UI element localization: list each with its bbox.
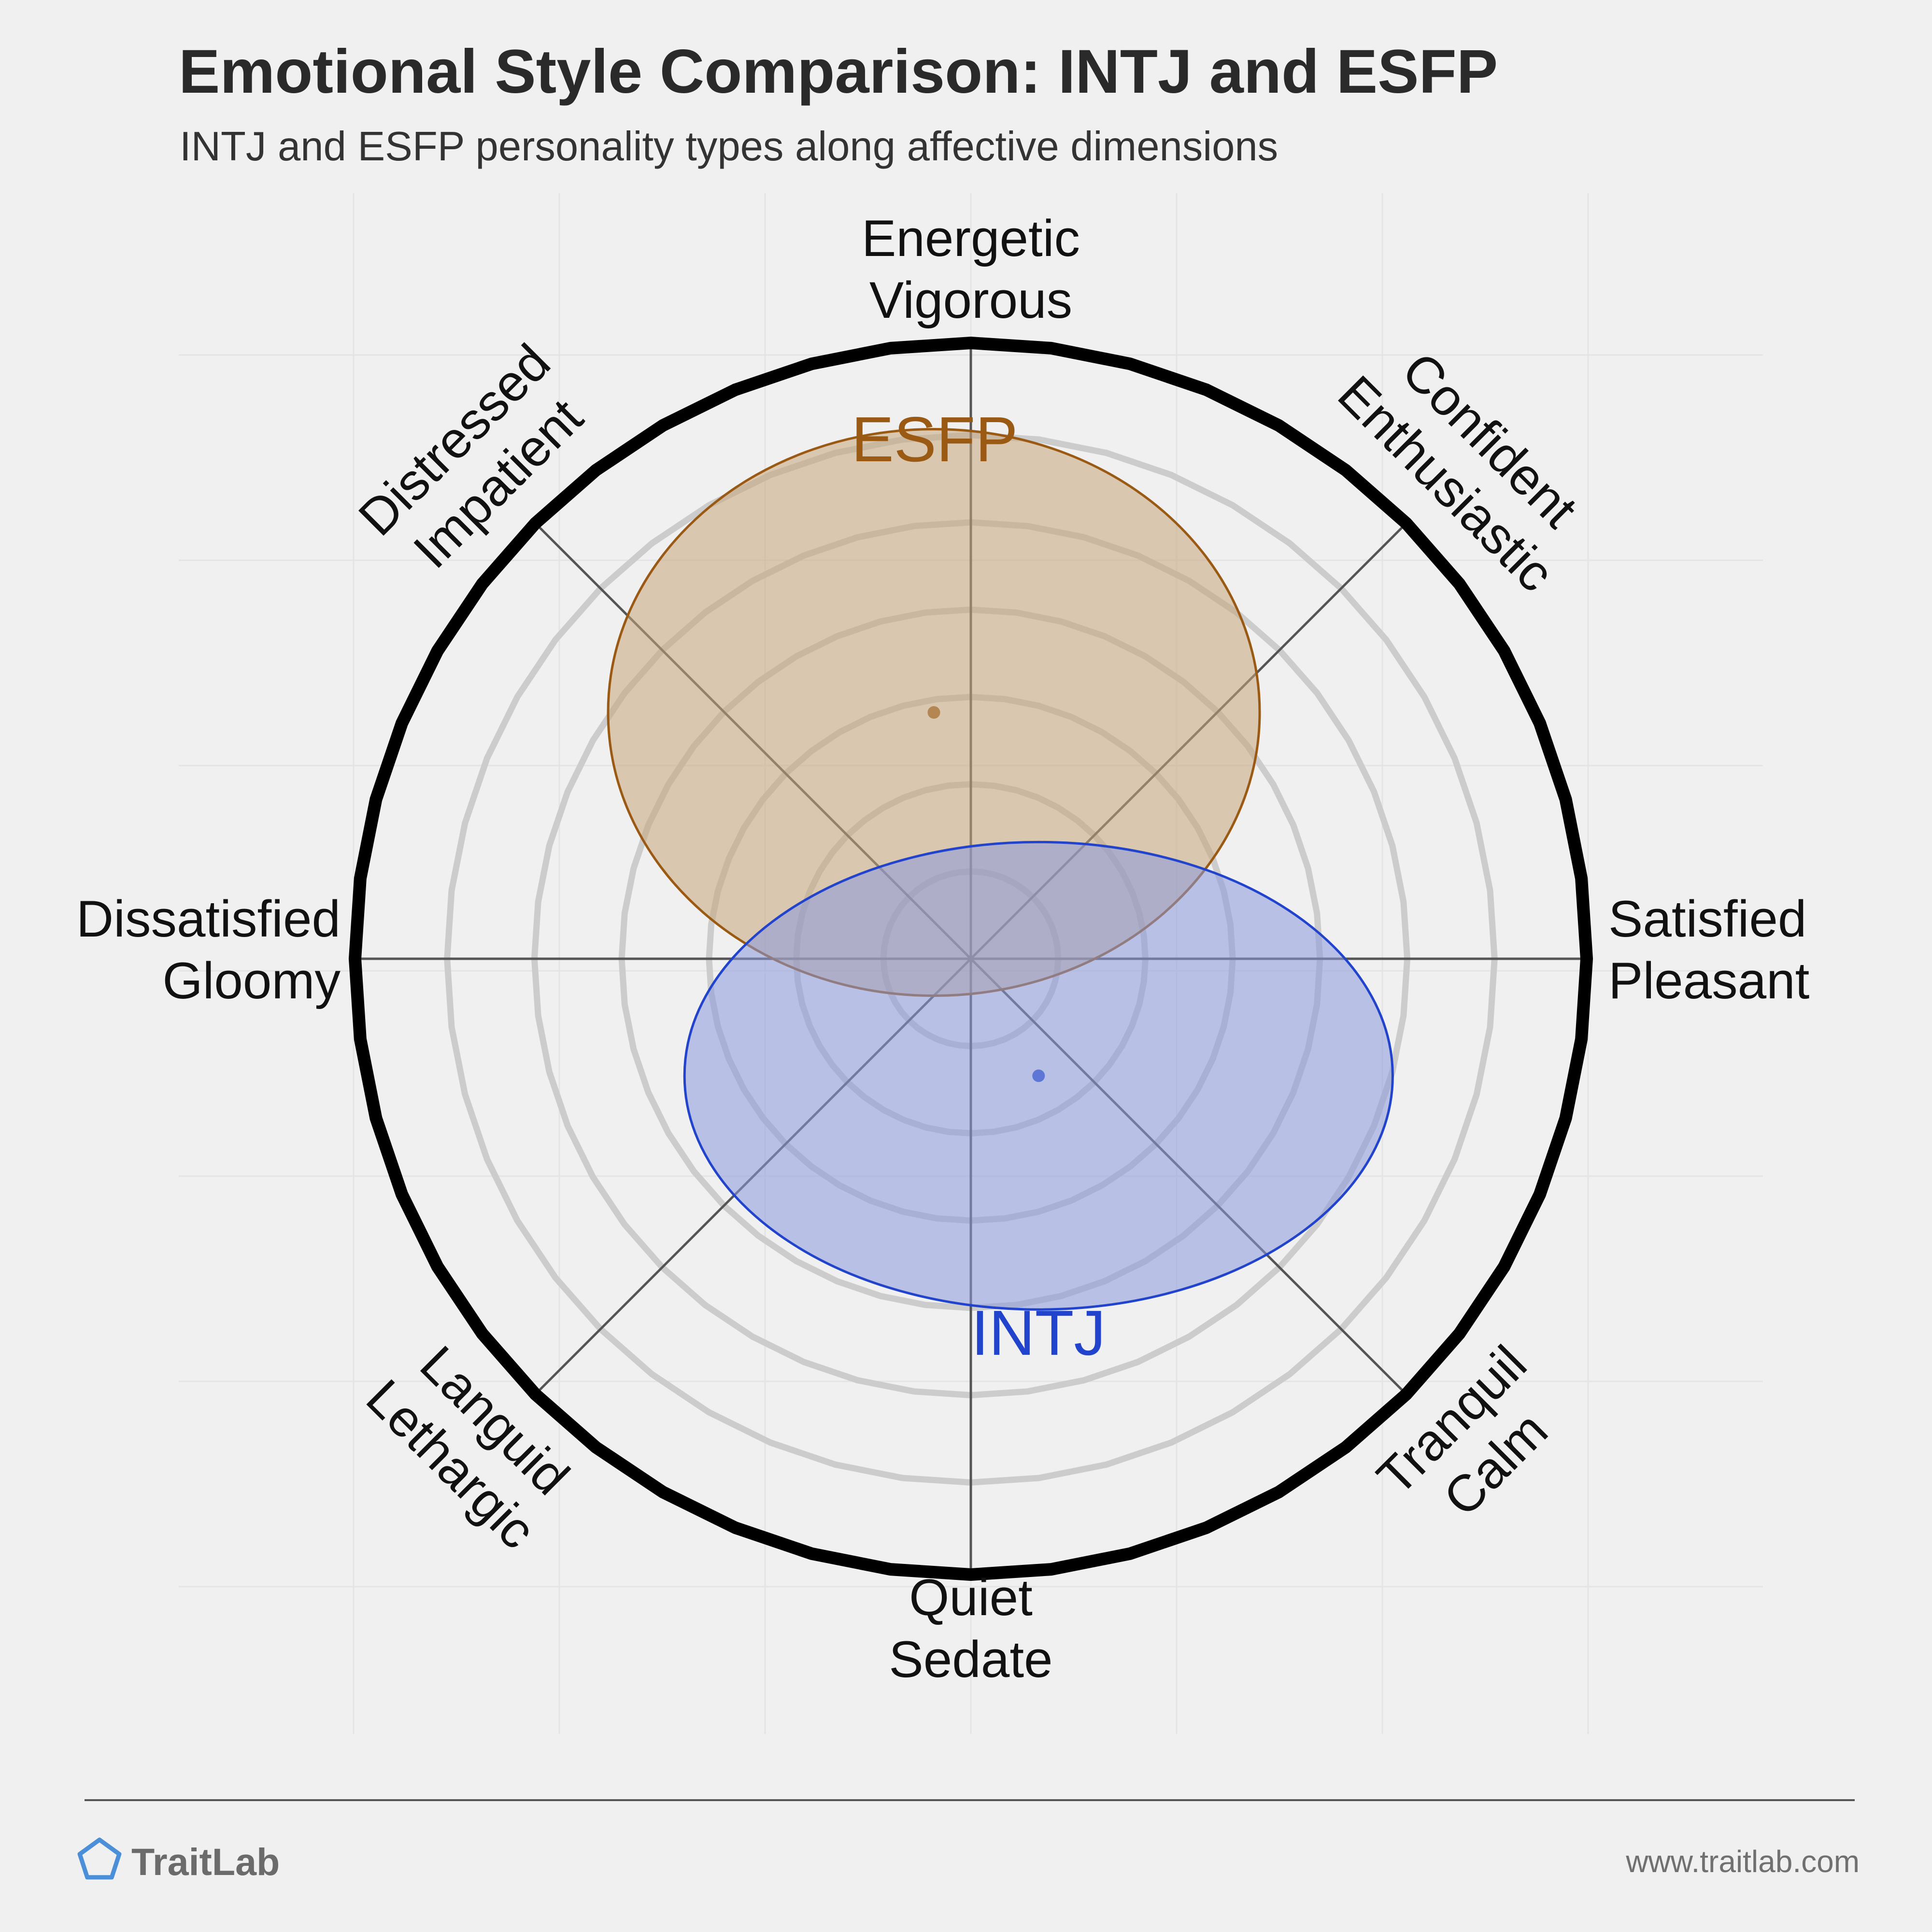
- series-labels: ESFP INTJ: [852, 404, 1106, 1368]
- series-point-esfp: [927, 706, 940, 719]
- axis-label-top: Energetic Vigorous: [862, 209, 1080, 329]
- series-ellipses: [607, 428, 1394, 1311]
- brand-url: www.traitlab.com: [1625, 1844, 1860, 1879]
- axis-label-line: Quiet: [909, 1568, 1033, 1626]
- axis-label-line: Satisfied: [1608, 890, 1806, 948]
- axis-label-right: Satisfied Pleasant: [1608, 890, 1809, 1009]
- chart-subtitle: INTJ and ESFP personality types along af…: [180, 124, 1278, 170]
- axis-label-line: Vigorous: [869, 271, 1072, 329]
- axis-label-line: Dissatisfied: [76, 890, 341, 948]
- pentagon-icon: [77, 1837, 122, 1880]
- axis-label-left: Dissatisfied Gloomy: [76, 890, 341, 1009]
- outer-ring-polygon: [349, 337, 1593, 1581]
- axis-label-line: Gloomy: [162, 952, 341, 1009]
- axis-label-bottom: Quiet Sedate: [889, 1568, 1052, 1688]
- outer-boundary: [349, 337, 1593, 1581]
- brand-name: TraitLab: [131, 1840, 280, 1883]
- series-label-intj: INTJ: [971, 1297, 1106, 1368]
- axis-label-line: Sedate: [889, 1630, 1052, 1688]
- axis-label-line: Energetic: [862, 209, 1080, 267]
- axis-label-line: Pleasant: [1608, 952, 1809, 1009]
- series-label-esfp: ESFP: [852, 404, 1018, 475]
- chart-title: Emotional Style Comparison: INTJ and ESF…: [179, 37, 1498, 106]
- series-point-intj: [1032, 1069, 1045, 1082]
